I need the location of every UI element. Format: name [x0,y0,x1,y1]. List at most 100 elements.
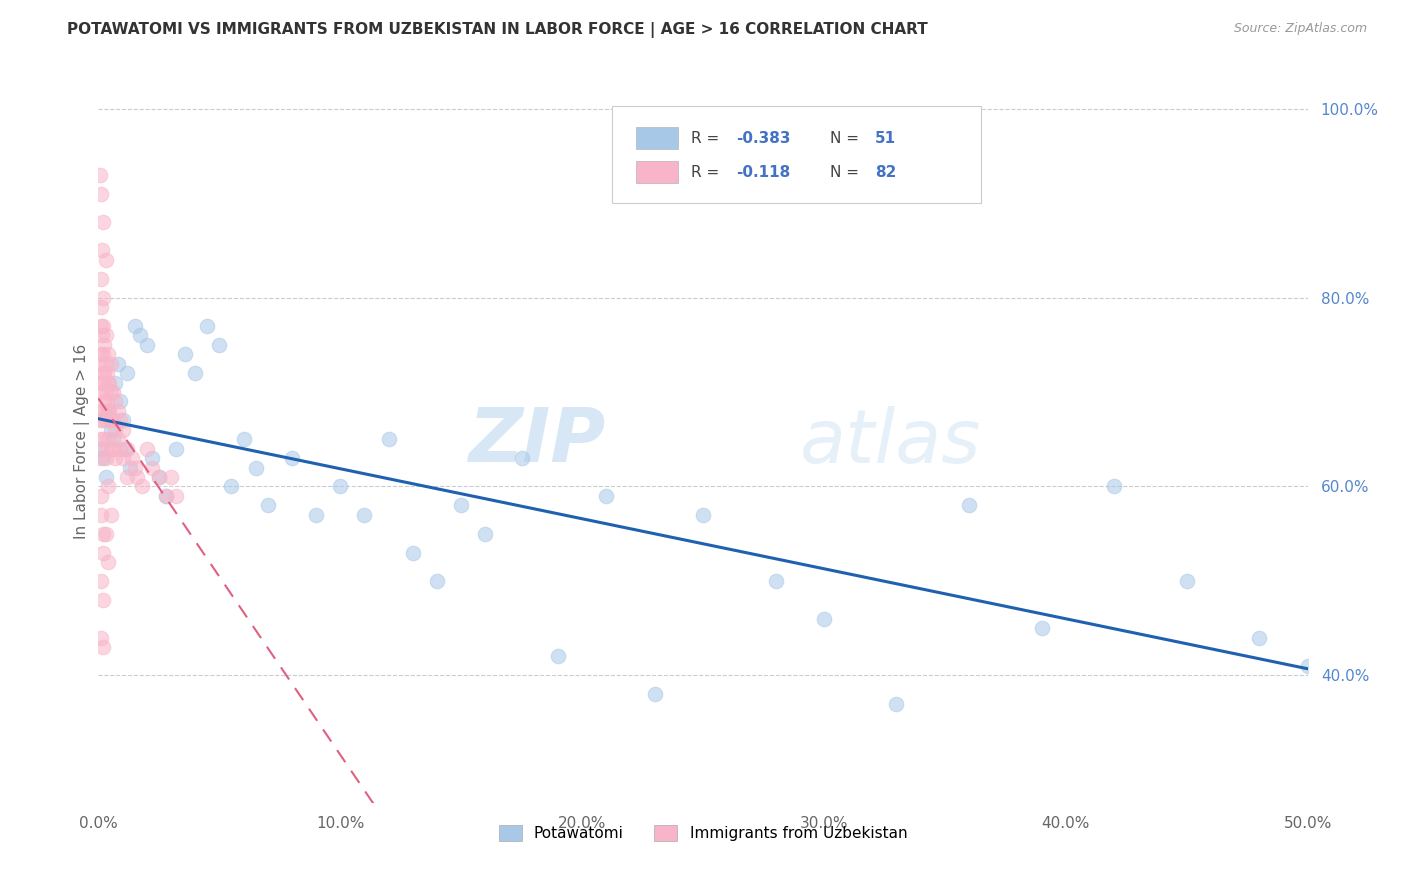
Point [96,394,118,409]
Point [97,432,120,446]
Point [128,328,150,343]
Point [91,291,114,305]
Point [141,451,163,466]
Point [91,526,114,541]
Point [117,470,139,484]
Point [1102,479,1125,493]
Point [100,384,122,399]
Point [90,300,112,314]
Point [101,413,124,427]
Point [100,423,122,437]
Point [91,404,114,418]
FancyBboxPatch shape [613,105,981,203]
Point [91,413,114,427]
Text: atlas: atlas [800,406,981,477]
Point [101,432,124,446]
Point [813,612,835,626]
Point [184,366,207,380]
Point [245,460,267,475]
FancyBboxPatch shape [637,161,678,183]
Point [221,479,243,493]
Point [98,404,121,418]
Point [450,498,472,512]
Point [886,697,908,711]
Point [377,432,399,446]
Point [281,451,304,466]
Legend: Potawatomi, Immigrants from Uzbekistan: Potawatomi, Immigrants from Uzbekistan [492,819,914,847]
Point [644,687,666,701]
Point [94,357,117,371]
Text: 82: 82 [875,164,896,179]
FancyBboxPatch shape [637,128,678,149]
Point [97,555,120,569]
Point [329,479,352,493]
Point [90,186,112,201]
Point [97,404,120,418]
Point [510,451,533,466]
Point [93,366,115,380]
Point [101,384,124,399]
Point [90,508,112,522]
Point [91,318,114,333]
Point [100,413,122,427]
Point [148,470,170,484]
Point [1175,574,1198,588]
Point [94,470,117,484]
Point [121,451,143,466]
Point [91,347,114,361]
Text: POTAWATOMI VS IMMIGRANTS FROM UZBEKISTAN IN LABOR FORCE | AGE > 16 CORRELATION C: POTAWATOMI VS IMMIGRANTS FROM UZBEKISTAN… [67,22,928,38]
Point [94,328,117,343]
Point [117,366,139,380]
Point [426,574,449,588]
Point [124,318,146,333]
Text: N =: N = [830,130,863,145]
Point [165,489,187,503]
Point [94,442,117,456]
Point [135,337,157,351]
Point [93,394,115,409]
Point [93,337,115,351]
Point [1296,658,1319,673]
Point [97,347,120,361]
Point [104,394,127,409]
Point [97,404,120,418]
Point [101,442,124,456]
Point [91,384,114,399]
Point [90,347,112,361]
Point [957,498,980,512]
Text: R =: R = [690,130,724,145]
Point [104,451,127,466]
Point [595,489,617,503]
Point [100,508,122,522]
Point [141,460,163,475]
Point [91,432,114,446]
Text: -0.383: -0.383 [735,130,790,145]
Point [89,432,111,446]
Point [256,498,278,512]
Point [91,244,114,258]
Point [1031,621,1053,635]
Point [114,442,136,456]
Point [108,442,131,456]
Point [692,508,714,522]
Point [402,545,425,559]
Point [107,404,129,418]
Point [104,423,127,437]
Point [155,489,177,503]
Point [94,413,117,427]
Point [91,640,114,654]
Point [96,366,118,380]
Text: Source: ZipAtlas.com: Source: ZipAtlas.com [1233,22,1367,36]
Text: N =: N = [830,164,863,179]
Point [118,460,141,475]
Point [765,574,787,588]
Point [107,432,129,446]
Point [90,318,112,333]
Point [90,404,112,418]
Point [90,376,112,390]
Text: -0.118: -0.118 [735,164,790,179]
Text: ZIP: ZIP [470,405,606,478]
Point [89,413,111,427]
Point [108,413,131,427]
Text: R =: R = [690,164,724,179]
